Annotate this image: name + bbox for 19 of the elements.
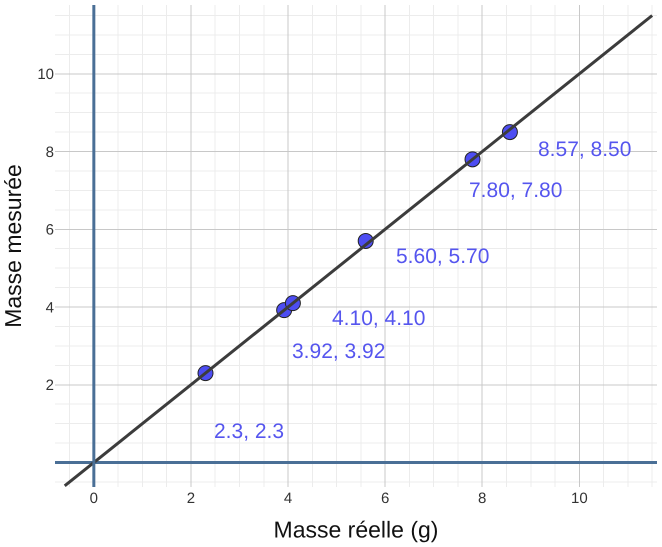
annotation: 7.80, 7.80 bbox=[469, 179, 562, 202]
x-axis-title: Masse réelle (g) bbox=[274, 516, 438, 543]
y-tick-label: 2 bbox=[46, 377, 54, 394]
annotation: 4.10, 4.10 bbox=[332, 307, 426, 330]
y-tick-label: 6 bbox=[46, 222, 54, 239]
x-tick-label: 4 bbox=[284, 490, 292, 507]
x-tick-label: 8 bbox=[478, 490, 486, 507]
x-tick-label: 0 bbox=[90, 490, 98, 507]
annotation: 5.60, 5.70 bbox=[396, 245, 490, 268]
x-tick-label: 6 bbox=[380, 490, 390, 507]
x-tick-label: 10 bbox=[570, 490, 588, 507]
y-axis-title: Masse mesurée bbox=[0, 164, 26, 328]
annotation: 3.92, 3.92 bbox=[292, 340, 386, 363]
y-tick-label: 10 bbox=[37, 66, 54, 84]
x-tick-label: 2 bbox=[186, 490, 196, 507]
y-tick-label: 4 bbox=[46, 299, 54, 316]
annotation: 2.3, 2.3 bbox=[214, 420, 284, 443]
y-tick-label: 8 bbox=[46, 144, 54, 161]
annotation: 8.57, 8.50 bbox=[538, 138, 632, 161]
